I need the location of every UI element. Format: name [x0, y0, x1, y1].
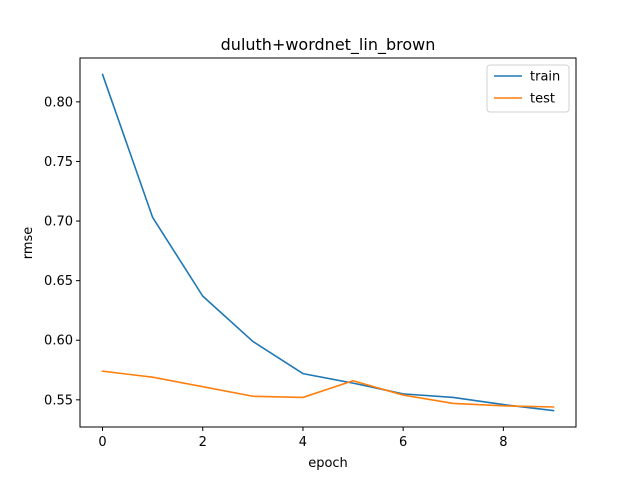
y-tick-label: 0.70 — [44, 215, 73, 230]
x-tick-label: 0 — [98, 435, 106, 450]
y-axis-label: rmse — [21, 227, 36, 260]
x-tick-label: 2 — [199, 435, 207, 450]
legend-label-train: train — [530, 70, 560, 85]
x-axis: 0 2 4 6 8 — [98, 427, 507, 450]
legend: train test — [486, 64, 570, 113]
x-tick-label: 4 — [299, 435, 307, 450]
plot-frame — [79, 57, 577, 428]
x-tick-label: 8 — [499, 435, 507, 450]
y-tick-label: 0.60 — [44, 334, 73, 349]
y-tick-label: 0.65 — [44, 274, 73, 289]
legend-label-test: test — [530, 92, 555, 107]
plot-area — [101, 73, 555, 412]
series-line-test — [101, 370, 555, 408]
y-tick-label: 0.75 — [44, 155, 73, 170]
chart-title: duluth+wordnet_lin_brown — [221, 35, 436, 55]
y-tick-label: 0.80 — [44, 95, 73, 110]
x-axis-label: epoch — [308, 456, 348, 471]
x-tick-label: 6 — [399, 435, 407, 450]
series-line-train — [101, 73, 555, 412]
y-axis: 0.55 0.60 0.65 0.70 0.75 0.80 — [44, 95, 80, 408]
y-tick-label: 0.55 — [44, 393, 73, 408]
